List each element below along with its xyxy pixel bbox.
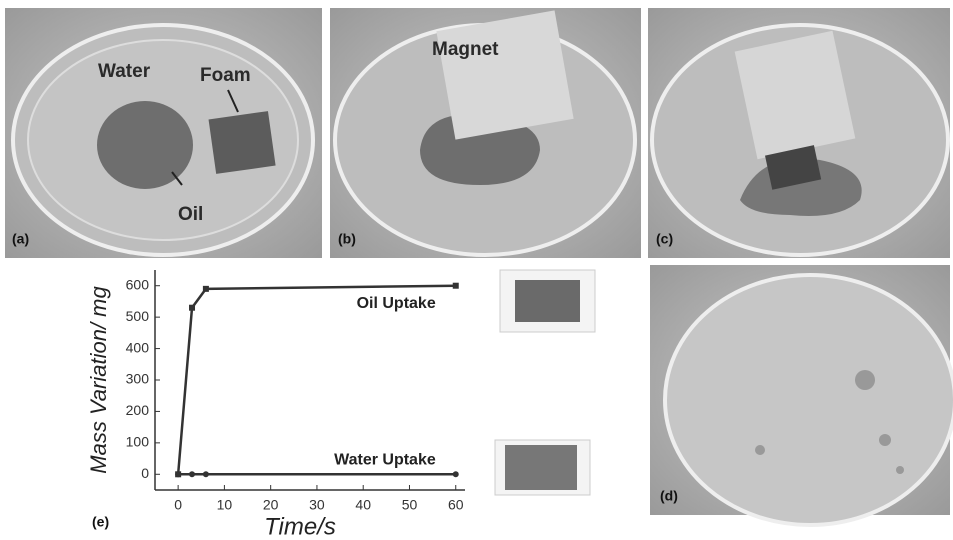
panel-label: (b) — [338, 231, 356, 247]
marker — [203, 286, 209, 292]
photo-a: Water Foam Oil (a) — [5, 8, 322, 258]
x-tick-label: 0 — [174, 497, 182, 513]
y-tick-label: 500 — [126, 308, 150, 324]
x-tick-label: 30 — [309, 497, 325, 513]
figure: Water Foam Oil (a) Magnet (b) (c) (d) (e… — [0, 0, 953, 540]
series-label: Water Uptake — [334, 452, 436, 469]
y-tick-label: 100 — [126, 434, 150, 450]
annotation: Foam — [200, 65, 251, 86]
series-line — [178, 286, 456, 475]
panel-label: (a) — [12, 231, 29, 247]
foam — [515, 280, 580, 322]
photo-b: Magnet (b) — [330, 8, 641, 258]
marker — [175, 471, 181, 477]
y-tick-label: 200 — [126, 402, 150, 418]
y-tick-label: 400 — [126, 339, 150, 355]
chart: (e) Time/s Mass Variation/ mg 0100200300… — [86, 270, 465, 540]
y-tick-label: 600 — [126, 276, 150, 292]
marker — [203, 471, 209, 477]
marker — [189, 305, 195, 311]
x-tick-label: 50 — [402, 497, 418, 513]
x-tick-label: 20 — [263, 497, 279, 513]
marker — [453, 471, 459, 477]
panel-label: (c) — [656, 231, 673, 247]
foam — [505, 445, 577, 490]
annotation: Water — [98, 61, 151, 82]
y-tick-label: 300 — [126, 371, 150, 387]
annotation: Oil — [178, 204, 203, 225]
x-tick-label: 60 — [448, 497, 464, 513]
marker — [453, 283, 459, 289]
y-axis-label: Mass Variation/ mg — [86, 286, 111, 474]
photo-c: (c) — [648, 8, 950, 258]
photo-d: (d) — [650, 265, 953, 525]
x-tick-label: 10 — [217, 497, 233, 513]
panel-label: (d) — [660, 488, 678, 504]
series-label: Oil Uptake — [357, 295, 436, 312]
x-tick-label: 40 — [355, 497, 371, 513]
annotation: Magnet — [432, 39, 499, 60]
x-axis-label: Time/s — [264, 513, 336, 540]
marker — [189, 471, 195, 477]
y-tick-label: 0 — [141, 465, 149, 481]
panel-label: (e) — [92, 514, 109, 530]
